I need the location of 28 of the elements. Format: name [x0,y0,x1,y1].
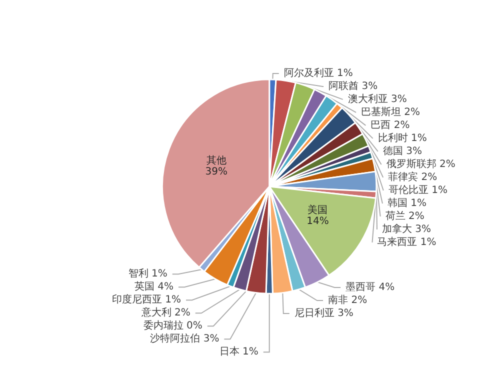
slice-label: 阿尔及利亚 1% [284,66,353,79]
slice-label: 澳大利亚 3% [348,92,407,105]
slice-label: 意大利 2% [140,306,190,319]
data-label: 39% [205,166,228,178]
slice-label: 德国 3% [382,146,422,157]
slice-label: 菲律宾 2% [388,170,438,183]
slice-label: 韩国 1% [387,196,427,209]
slice-label: 哥伦比亚 1% [388,184,448,196]
data-label: 14% [306,216,329,227]
slice-label: 印度尼西亚 1% [112,294,182,306]
slice-label: 巴基斯坦 2% [361,106,420,118]
slice-label: 智利 1% [128,268,168,280]
slice-label: 荷兰 2% [385,210,424,222]
slice-label: 阿联酋 3% [328,80,378,92]
slice-label: 比利时 1% [378,132,427,144]
slice-label: 英国 4% [134,280,174,293]
category-label: 委内瑞拉 0% [143,320,202,332]
slice-label: 其他 [206,154,226,167]
slice-label: 马来西亚 1% [377,236,436,248]
slice-label: 日本 1% [219,346,258,358]
slice-label: 巴西 2% [370,120,410,131]
slice-label: 沙特阿拉伯 3% [150,332,220,345]
slice-label: 俄罗斯联邦 2% [386,158,456,170]
slice-label: 墨西哥 4% [346,282,395,294]
slice-label: 加拿大 3% [382,222,432,235]
slice-label: 尼日利亚 3% [294,307,354,320]
slice-label: 南非 2% [328,294,368,306]
slice-label: 美国 [308,204,328,216]
